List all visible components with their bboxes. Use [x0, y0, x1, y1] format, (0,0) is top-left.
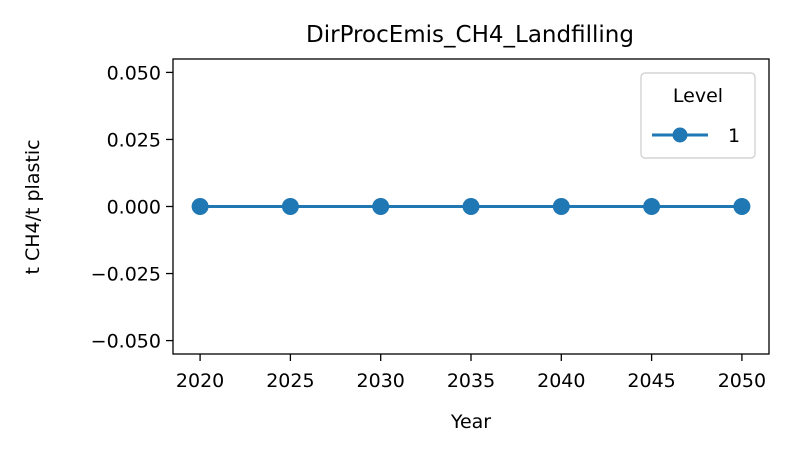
x-axis: 2020 2025 2030 2035 2040 2045 2050: [176, 354, 766, 392]
legend-box: [640, 72, 756, 159]
x-tick-label: 2050: [718, 370, 766, 392]
chart-title: DirProcEmis_CH4_Landfilling: [306, 22, 634, 48]
legend-entry-label: 1: [728, 125, 740, 147]
x-tick-label: 2045: [627, 370, 675, 392]
data-point: [191, 198, 209, 215]
legend-marker-swatch: [672, 127, 688, 143]
legend: Level 1: [640, 72, 756, 159]
data-point: [733, 198, 751, 215]
y-tick-label: 0.050: [107, 62, 161, 84]
x-axis-label: Year: [450, 411, 491, 433]
y-tick-label: 0.000: [107, 197, 161, 219]
x-tick-label: 2040: [537, 370, 585, 392]
y-tick-label: 0.025: [107, 129, 161, 151]
y-tick-label: −0.050: [91, 331, 161, 353]
y-axis: −0.050 −0.025 0.000 0.025 0.050: [91, 62, 173, 353]
y-tick-label: −0.025: [91, 264, 161, 286]
x-tick-label: 2020: [176, 370, 224, 392]
data-point: [372, 198, 390, 215]
legend-title: Level: [673, 85, 723, 107]
series-layer: [191, 198, 751, 215]
x-tick-label: 2030: [357, 370, 405, 392]
y-axis-label: t CH4/t plastic: [22, 139, 44, 274]
data-point: [462, 198, 480, 215]
x-tick-label: 2025: [266, 370, 314, 392]
data-point: [552, 198, 570, 215]
x-tick-label: 2035: [447, 370, 495, 392]
data-point: [281, 198, 299, 215]
data-point: [643, 198, 661, 215]
